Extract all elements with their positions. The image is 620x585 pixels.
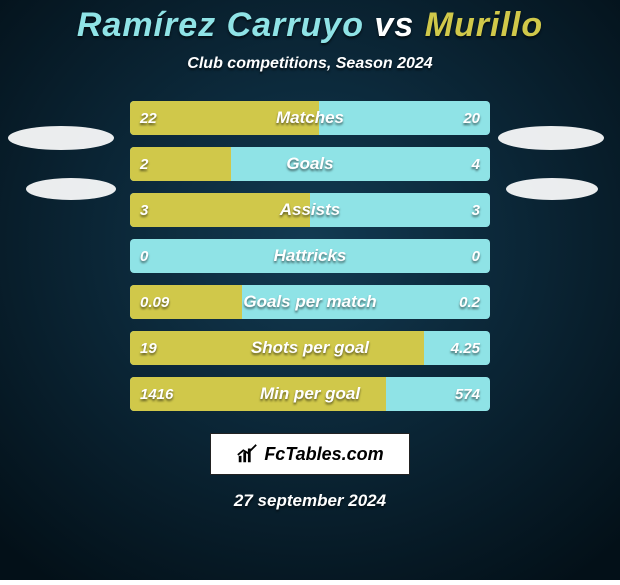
decorative-ellipse xyxy=(26,178,116,200)
chart-icon xyxy=(236,443,258,465)
stat-value-right: 4 xyxy=(462,147,490,181)
stat-left-bar xyxy=(130,285,242,319)
title-right: Murillo xyxy=(425,6,543,44)
stat-value-right: 0 xyxy=(462,239,490,273)
date: 27 september 2024 xyxy=(0,491,620,511)
stat-left-bar xyxy=(130,377,386,411)
stat-row: 0 0Hattricks xyxy=(130,239,490,273)
stat-value-right: 0.2 xyxy=(449,285,490,319)
stat-row: 0.090.2Goals per match xyxy=(130,285,490,319)
stat-value-right: 20 xyxy=(453,101,490,135)
page-title: Ramírez Carruyo vs Murillo xyxy=(0,0,620,45)
stat-row: 24Goals xyxy=(130,147,490,181)
stat-left-bar xyxy=(130,331,424,365)
stat-left-bar xyxy=(130,147,231,181)
logo-box[interactable]: FcTables.com xyxy=(210,433,410,475)
stat-row: 194.25Shots per goal xyxy=(130,331,490,365)
stat-value-left: 0 xyxy=(130,239,158,273)
subtitle: Club competitions, Season 2024 xyxy=(0,55,620,73)
title-left: Ramírez Carruyo xyxy=(77,6,364,44)
stat-value-right: 574 xyxy=(445,377,490,411)
decorative-ellipse xyxy=(506,178,598,200)
stat-left-bar xyxy=(130,101,319,135)
decorative-ellipse xyxy=(8,126,114,150)
stats-container: 2220Matches 24Goals 33Assists 0 0Hattricks 0.… xyxy=(130,101,490,411)
stat-value-right: 3 xyxy=(462,193,490,227)
stat-label: Hattricks xyxy=(130,239,490,273)
stat-value-right: 4.25 xyxy=(441,331,490,365)
logo-text: FcTables.com xyxy=(264,444,383,465)
stat-left-bar xyxy=(130,193,310,227)
content: Ramírez Carruyo vs Murillo Club competit… xyxy=(0,0,620,580)
title-vs: vs xyxy=(374,6,414,44)
stat-row: 1416574Min per goal xyxy=(130,377,490,411)
stat-row: 2220Matches xyxy=(130,101,490,135)
stat-row: 33Assists xyxy=(130,193,490,227)
decorative-ellipse xyxy=(498,126,604,150)
